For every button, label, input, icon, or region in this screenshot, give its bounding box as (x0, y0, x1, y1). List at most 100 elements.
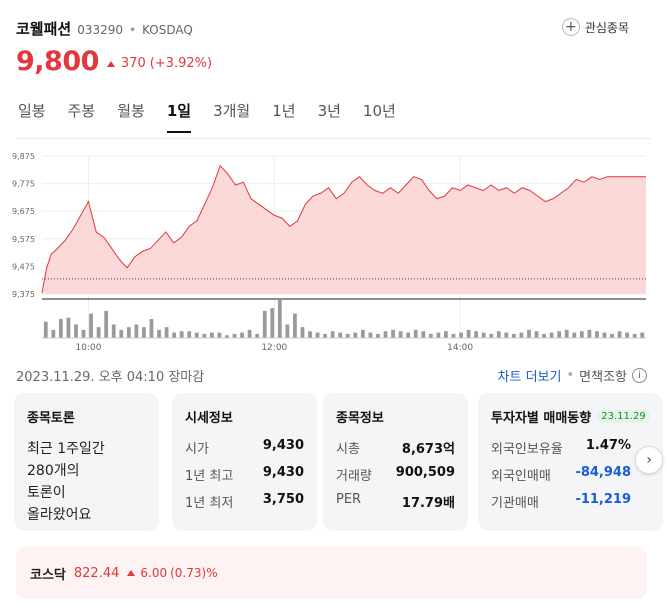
volume-bar (209, 332, 214, 338)
chevron-right-icon: › (646, 452, 652, 468)
volume-bar (617, 331, 622, 338)
volume-bar (632, 333, 637, 338)
chart-links: 차트 더보기 • 면책조항 i (498, 366, 647, 385)
info-row: 시총 8,673억 (336, 438, 455, 457)
investor-row: 외국인매매 -84,948 (491, 465, 631, 484)
info-key: PER (336, 492, 362, 507)
investor-date-badge: 23.11.29 (597, 410, 650, 423)
volume-bar (368, 332, 373, 338)
volume-bar (444, 331, 448, 338)
y-tick-label: 9,475 (12, 262, 35, 271)
volume-bar (142, 327, 146, 338)
forum-line: 최근 1주일간 (27, 441, 105, 457)
x-tick-label: 10:00 (75, 343, 101, 353)
y-tick-label: 9,875 (12, 152, 35, 161)
x-tick-label: 14:00 (447, 343, 473, 353)
volume-bar (564, 329, 569, 338)
volume-bar (549, 332, 554, 338)
y-tick-label: 9,775 (12, 180, 35, 189)
price-chart[interactable]: 9,875 9,775 9,675 9,575 9,475 9,375 10:00 12:00… (10, 140, 650, 358)
card-forum[interactable]: 종목토론 최근 1주일간 280개의 토론이 올라왔어요 (14, 393, 159, 531)
volume-bar (58, 319, 63, 338)
volume-bar (579, 331, 584, 338)
volume-bar (519, 332, 524, 338)
favorite-button[interactable]: + 관심종목 (561, 18, 629, 36)
volume-bar (534, 331, 539, 338)
tabs-divider (16, 138, 651, 139)
chart-more-link[interactable]: 차트 더보기 (497, 370, 562, 385)
tab-1year[interactable]: 1년 (272, 102, 296, 120)
tab-3month[interactable]: 3개월 (213, 102, 251, 120)
forum-text: 최근 1주일간 280개의 토론이 올라왔어요 (27, 438, 146, 526)
tab-1day[interactable]: 1일 (166, 100, 192, 133)
volume-bar (360, 329, 365, 338)
volume-bar (232, 333, 237, 338)
investor-title-text: 투자자별 매매동향 (491, 411, 592, 426)
volume-bar (504, 332, 509, 338)
volume-bar (315, 332, 320, 338)
tab-monthly[interactable]: 월봉 (117, 102, 145, 120)
change-amount: 370 (120, 56, 146, 71)
volume-bar (511, 333, 516, 338)
info-value: 900,509 (395, 465, 455, 480)
volume-bar (96, 327, 101, 338)
favorite-label: 관심종목 (584, 20, 629, 35)
volume-bar (134, 324, 139, 338)
investor-key: 기관매매 (491, 496, 539, 511)
tab-3year[interactable]: 3년 (317, 102, 341, 120)
volume-bar (466, 329, 471, 338)
info-value: 17.79배 (401, 496, 455, 511)
disclaimer-link[interactable]: 면책조항 (579, 370, 627, 385)
stock-name: 코웰패션 (16, 20, 72, 38)
volume-bar (270, 308, 275, 338)
tab-10year[interactable]: 10년 (362, 102, 396, 120)
plus-icon: + (561, 18, 580, 36)
market-timestamp: 2023.11.29. 오후 04:10 장마감 (16, 370, 205, 385)
volume-bar (293, 313, 297, 338)
volume-bar (81, 329, 86, 338)
tab-weekly[interactable]: 주봉 (67, 102, 96, 120)
volume-bar (300, 327, 305, 338)
up-triangle-icon (127, 570, 136, 576)
volume-bar (572, 332, 577, 338)
volume-bar (240, 332, 244, 338)
volume-bar (194, 332, 199, 338)
volume-bar (421, 331, 426, 338)
info-key: 거래량 (336, 469, 372, 484)
quote-row: 1년 최고 9,430 (185, 465, 304, 484)
volume-bar (496, 331, 501, 338)
change-percent: (+3.92%) (149, 56, 213, 71)
volume-bar (172, 332, 177, 338)
investor-row: 외국인보유율 1.47% (491, 438, 631, 457)
volume-bar (481, 332, 486, 338)
volume-bar (74, 324, 78, 338)
price-row: 9,800 370 (+3.92%) (16, 46, 212, 77)
volume-bar (391, 329, 395, 338)
volume-bar (542, 333, 546, 338)
volume-bar (217, 332, 222, 338)
index-bar[interactable]: 코스닥 822.44 6.00 (0.73)% (16, 547, 647, 599)
volume-bar (51, 329, 56, 338)
volume-bar (640, 332, 645, 338)
volume-bar (179, 331, 184, 338)
card-investor[interactable]: 투자자별 매매동향 23.11.29 외국인보유율 1.47% 외국인매매 -8… (478, 393, 663, 531)
quote-key: 1년 최고 (185, 469, 234, 484)
stock-header: 코웰패션 033290 • KOSDAQ (16, 18, 193, 39)
card-info[interactable]: 종목정보 시총 8,673억 거래량 900,509 PER 17.79배 (323, 393, 468, 531)
volume-bar (436, 332, 441, 338)
volume-bar (104, 310, 109, 338)
tab-daily[interactable]: 일봉 (18, 102, 46, 120)
card-quote-title: 시세정보 (185, 411, 233, 426)
volume-bar (338, 332, 343, 338)
card-quote[interactable]: 시세정보 시가 9,430 1년 최고 9,430 1년 최저 3,750 (172, 393, 317, 531)
forum-line: 올라왔어요 (27, 507, 92, 523)
info-key: 시총 (336, 442, 360, 457)
volume-bar (247, 329, 252, 338)
quote-key: 시가 (185, 442, 209, 457)
next-card-button[interactable]: › (635, 446, 663, 474)
price-change: 370 (+3.92%) (106, 56, 213, 71)
volume-bar (149, 319, 154, 338)
volume-bar (451, 333, 456, 338)
info-icon[interactable]: i (632, 368, 647, 383)
investor-key: 외국인보유율 (491, 442, 563, 457)
